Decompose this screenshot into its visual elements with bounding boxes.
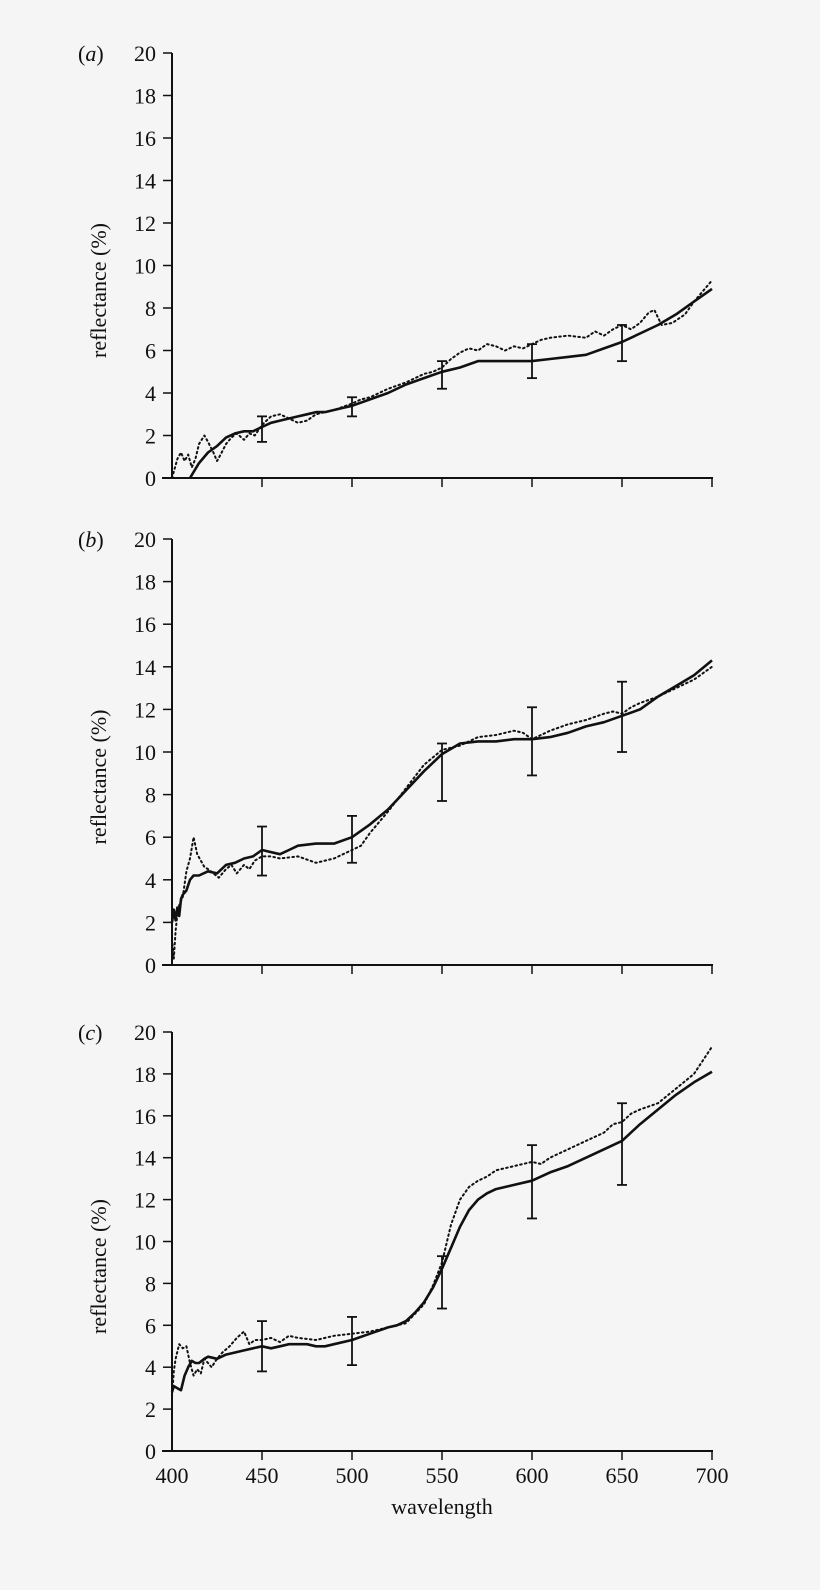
error-bar [617, 324, 627, 363]
error-bar [617, 680, 627, 753]
dotted-line [171, 279, 713, 479]
y-tick-label: 6 [145, 1313, 156, 1338]
x-tick-label: 450 [246, 1463, 279, 1488]
y-tick-label: 8 [145, 1271, 156, 1296]
y-tick-label: 2 [145, 424, 156, 449]
y-tick-label: 18 [134, 84, 156, 109]
error-bar [257, 825, 267, 877]
y-tick-label: 6 [145, 339, 156, 364]
error-bar [437, 1255, 447, 1310]
dotted-line [171, 1045, 713, 1398]
error-bar [437, 360, 447, 390]
y-tick-label: 4 [145, 868, 156, 893]
error-bar [347, 396, 357, 418]
y-tick-label: 4 [145, 1355, 156, 1380]
y-tick-label: 0 [145, 1439, 156, 1464]
x-tick-label: 650 [606, 1463, 639, 1488]
y-tick-label: 8 [145, 783, 156, 808]
y-tick-label: 14 [134, 169, 156, 194]
y-tick-label: 0 [145, 953, 156, 978]
y-tick-label: 10 [134, 1230, 156, 1255]
y-tick-label: 14 [134, 1146, 156, 1171]
panel-label: (c) [78, 1020, 102, 1045]
y-tick-label: 2 [145, 1397, 156, 1422]
solid-line [170, 659, 713, 923]
y-tick-label: 2 [145, 910, 156, 935]
y-tick-label: 16 [134, 126, 156, 151]
error-bar [347, 815, 357, 864]
error-bar [347, 1316, 357, 1367]
y-axis-title: reflectance (%) [86, 223, 111, 358]
y-tick-label: 10 [134, 740, 156, 765]
y-tick-label: 12 [134, 211, 156, 236]
error-bar [257, 415, 267, 443]
panel-label: (b) [78, 527, 104, 552]
y-axis-title: reflectance (%) [86, 1199, 111, 1334]
panel-b: 0 2 4 6 8 10 12 14 16 18 20 (b) reflectance (%) [78, 527, 713, 978]
y-tick-label: 16 [134, 612, 156, 637]
x-tick-label: 550 [426, 1463, 459, 1488]
x-axis-title: wavelength [391, 1494, 492, 1519]
y-tick-label: 0 [145, 466, 156, 491]
x-tick-label: 500 [336, 1463, 369, 1488]
error-bar [527, 1144, 537, 1220]
solid-line [170, 1070, 713, 1393]
error-bar [527, 343, 537, 380]
solid-line [188, 287, 713, 479]
y-tick-label: 18 [134, 570, 156, 595]
y-tick-label: 12 [134, 1188, 156, 1213]
x-tick-label: 400 [156, 1463, 189, 1488]
y-tick-label: 20 [134, 527, 156, 552]
x-tick-label: 700 [696, 1463, 729, 1488]
y-tick-label: 20 [134, 41, 156, 66]
y-tick-label: 16 [134, 1104, 156, 1129]
y-tick-label: 6 [145, 825, 156, 850]
error-bar [527, 706, 537, 777]
x-tick-label: 600 [516, 1463, 549, 1488]
panel-label: (a) [78, 41, 104, 66]
y-tick-label: 20 [134, 1020, 156, 1045]
y-tick-label: 14 [134, 655, 156, 680]
y-tick-label: 8 [145, 296, 156, 321]
error-bar [617, 1102, 627, 1186]
panel-a: 0 2 4 6 8 10 12 14 16 18 20 (a) reflectance (%) [78, 41, 713, 491]
y-tick-label: 18 [134, 1062, 156, 1087]
error-bar [257, 1320, 267, 1373]
y-axis-title: reflectance (%) [86, 710, 111, 845]
panel-c: 0 2 4 6 8 10 12 14 16 18 20 400 450 500 550 600 650 700 (c… [78, 1020, 729, 1519]
error-bar [437, 742, 447, 802]
y-tick-label: 4 [145, 381, 156, 406]
y-tick-label: 12 [134, 697, 156, 722]
dotted-line [171, 665, 713, 960]
y-tick-label: 10 [134, 254, 156, 279]
